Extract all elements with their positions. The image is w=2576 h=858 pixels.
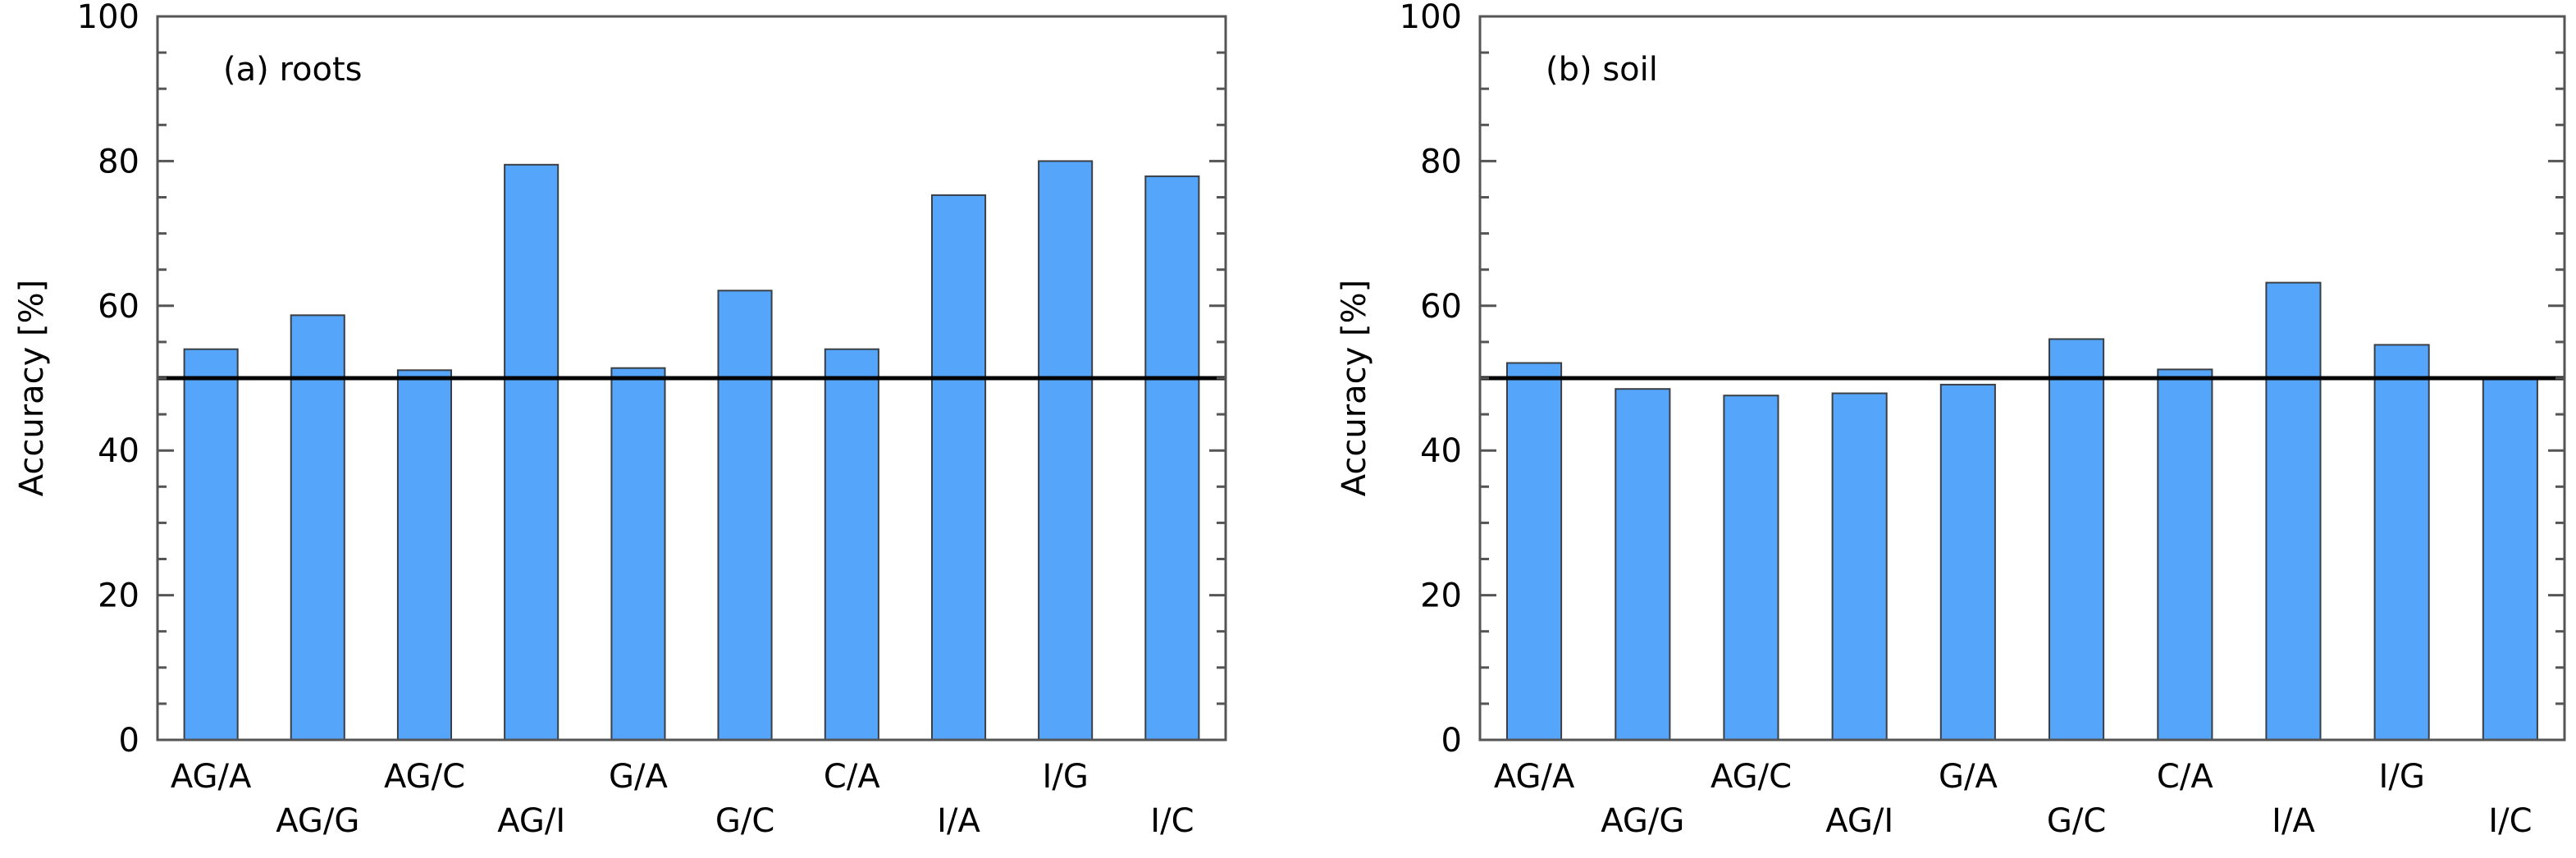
y-tick-label: 40: [1420, 432, 1462, 470]
panel-label: (b) soil: [1546, 51, 1658, 89]
bar-c-a: [2157, 368, 2213, 741]
bar-i-c: [2482, 377, 2538, 741]
y-axis-title: Accuracy [%]: [13, 280, 51, 497]
x-category-label: AG/I: [1825, 802, 1893, 840]
bar-i-a: [2265, 281, 2322, 742]
x-category-label: I/A: [937, 802, 980, 840]
bar-ag-g: [290, 314, 345, 741]
x-category-label: AG/G: [276, 802, 359, 840]
x-category-label: G/C: [715, 802, 774, 840]
bar-c-a: [824, 348, 879, 741]
x-category-label: AG/G: [1601, 802, 1684, 840]
bar-ag-c: [396, 369, 452, 741]
x-category-label: AG/C: [1710, 758, 1792, 796]
y-axis-title: Accuracy [%]: [1336, 280, 1373, 497]
x-category-label: C/A: [2157, 758, 2213, 796]
y-tick-label: 100: [1400, 0, 1462, 36]
panel-a-roots: 0 20 40 60 80 100 AG/A AG/G AG/C AG/I G/A G/C C/A I/A…: [13, 0, 1227, 840]
x-category-label: I/C: [1150, 802, 1194, 840]
x-category-label: G/A: [609, 758, 668, 796]
panel-b-soil: 0 20 40 60 80 100 AG/A AG/G AG/C AG/I G/A G/C C/A I/A…: [1336, 0, 2566, 840]
bar-g-c: [717, 290, 773, 741]
bar-i-g: [2373, 344, 2430, 741]
y-tick-label: 80: [1420, 143, 1462, 180]
x-category-label: AG/A: [171, 758, 252, 796]
y-tick-label: 60: [1420, 288, 1462, 326]
y-tick-label: 0: [1441, 722, 1462, 760]
x-category-label: G/A: [1939, 758, 1998, 796]
bar-ag-i: [504, 163, 560, 742]
x-category-label: I/A: [2272, 802, 2315, 840]
bar-ag-i: [1831, 392, 1888, 741]
bar-ag-a: [1506, 362, 1563, 741]
y-tick-label: 20: [98, 577, 139, 615]
y-tick-label: 80: [98, 143, 139, 180]
y-tick-label: 40: [98, 432, 139, 470]
bar-g-a: [1939, 383, 1996, 741]
y-tick-label: 100: [77, 0, 139, 36]
bar-g-c: [2048, 338, 2105, 741]
bar-i-a: [931, 194, 987, 741]
x-category-label: AG/C: [384, 758, 465, 796]
y-tick-label: 20: [1420, 577, 1462, 615]
panel-label: (a) roots: [223, 51, 362, 89]
bar-i-g: [1038, 160, 1094, 741]
bar-g-a: [610, 367, 666, 741]
y-tick-label: 0: [119, 722, 139, 760]
x-category-label: I/G: [1043, 758, 1089, 796]
x-category-label: AG/A: [1494, 758, 1575, 796]
bar-ag-c: [1723, 395, 1779, 741]
x-category-label: I/G: [2379, 758, 2425, 796]
bar-ag-a: [183, 348, 239, 741]
x-category-label: C/A: [824, 758, 880, 796]
bar-i-c: [1144, 175, 1200, 741]
y-tick-label: 60: [98, 288, 139, 326]
x-category-label: AG/I: [497, 802, 565, 840]
x-category-label: I/C: [2488, 802, 2532, 840]
bar-ag-g: [1615, 388, 1671, 741]
x-category-label: G/C: [2047, 802, 2106, 840]
